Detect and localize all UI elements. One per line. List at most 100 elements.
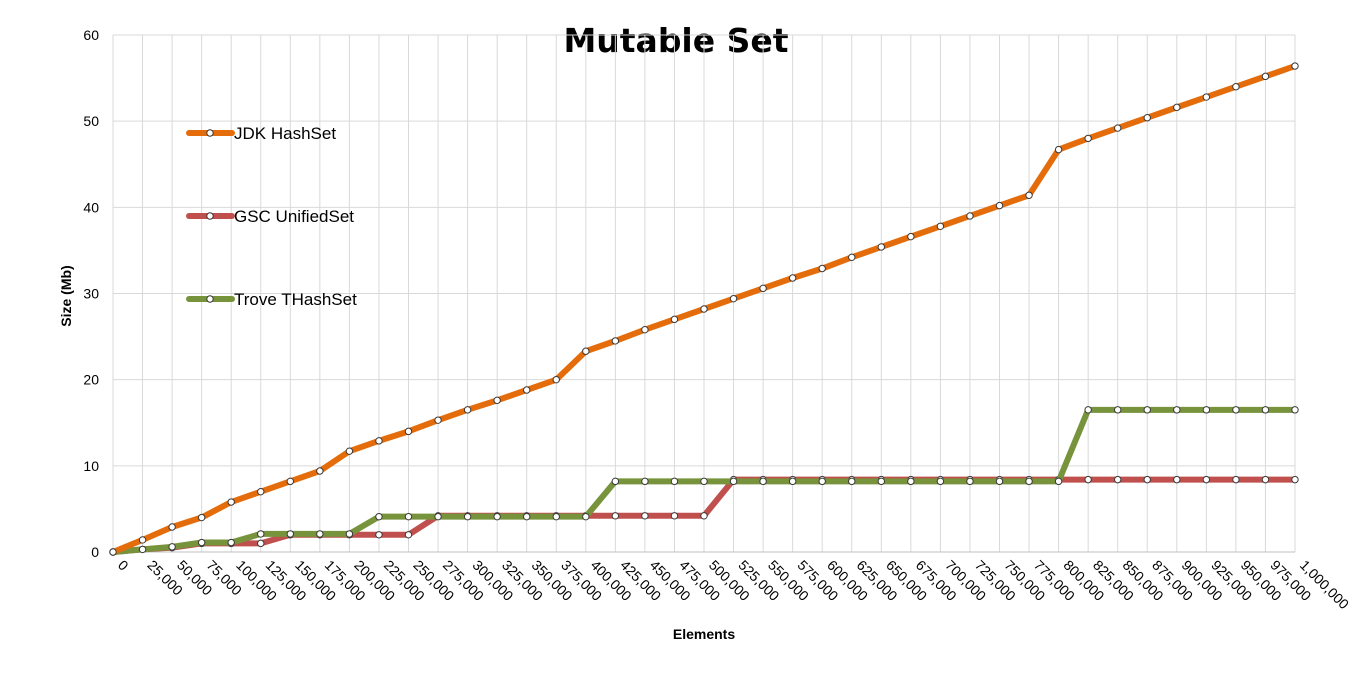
data-point bbox=[670, 512, 679, 520]
y-tick-label: 50 bbox=[83, 113, 99, 129]
data-point bbox=[434, 416, 442, 424]
data-point bbox=[1084, 406, 1092, 414]
data-point bbox=[1025, 191, 1033, 199]
data-point bbox=[582, 512, 590, 521]
data-point bbox=[1025, 477, 1033, 486]
y-tick-label: 30 bbox=[83, 286, 99, 302]
y-axis-title: Size (Mb) bbox=[58, 265, 74, 326]
data-point bbox=[316, 530, 324, 538]
data-point bbox=[1114, 475, 1122, 484]
data-point bbox=[404, 512, 413, 521]
data-point bbox=[788, 274, 797, 282]
data-point bbox=[1291, 406, 1299, 414]
chart-title: Mutable Set bbox=[563, 21, 788, 60]
data-point bbox=[168, 523, 176, 531]
data-point bbox=[1173, 475, 1181, 484]
data-point bbox=[138, 536, 147, 544]
data-point bbox=[375, 531, 383, 539]
x-tick-label: 0 bbox=[115, 557, 132, 574]
data-point bbox=[1114, 124, 1122, 132]
data-point bbox=[641, 477, 649, 486]
data-point bbox=[700, 305, 708, 313]
data-point bbox=[611, 337, 620, 345]
legend-item: JDK HashSet bbox=[186, 124, 336, 143]
data-point bbox=[1084, 134, 1092, 143]
y-tick-label: 0 bbox=[91, 544, 99, 560]
data-point bbox=[345, 447, 354, 455]
x-axis-ticks: 0 25,00050,00075,000100,000125,000150,000… bbox=[115, 557, 1352, 613]
y-tick-label: 10 bbox=[83, 458, 99, 474]
data-point bbox=[1291, 475, 1299, 484]
data-point bbox=[227, 538, 235, 547]
data-point bbox=[434, 512, 442, 521]
data-point bbox=[936, 477, 945, 486]
data-point bbox=[1261, 72, 1270, 81]
data-point bbox=[227, 498, 235, 506]
data-point bbox=[345, 530, 354, 538]
data-point bbox=[375, 437, 383, 445]
data-point bbox=[582, 347, 590, 355]
data-point bbox=[995, 201, 1004, 210]
data-point bbox=[1202, 475, 1211, 484]
data-point bbox=[286, 477, 294, 486]
data-point bbox=[1084, 475, 1092, 484]
data-point bbox=[759, 477, 767, 486]
data-point bbox=[877, 477, 885, 486]
data-point bbox=[493, 396, 501, 405]
data-point bbox=[1232, 406, 1240, 414]
data-point bbox=[257, 487, 265, 496]
data-point bbox=[907, 232, 915, 241]
data-point bbox=[818, 264, 826, 273]
legend-label: Trove THashSet bbox=[234, 290, 357, 309]
data-point bbox=[1261, 406, 1270, 414]
data-point bbox=[523, 386, 531, 394]
data-point bbox=[1143, 475, 1151, 484]
series-jdk-hashset bbox=[109, 62, 1299, 556]
data-point bbox=[611, 512, 620, 520]
series-lines bbox=[109, 62, 1299, 556]
y-tick-label: 60 bbox=[83, 27, 99, 43]
data-point bbox=[729, 294, 738, 303]
data-point bbox=[552, 512, 560, 521]
data-point bbox=[109, 548, 117, 556]
y-axis-ticks: 0 10 20 30 40 50 60 bbox=[83, 27, 99, 560]
data-point bbox=[788, 477, 797, 486]
data-point bbox=[552, 375, 560, 384]
legend-item: GSC UnifiedSet bbox=[186, 207, 354, 226]
legend-label: GSC UnifiedSet bbox=[234, 207, 354, 226]
data-point bbox=[700, 477, 708, 486]
data-point bbox=[197, 538, 206, 547]
x-axis-title: Elements bbox=[673, 626, 735, 642]
data-point bbox=[848, 477, 856, 486]
data-point bbox=[848, 253, 856, 262]
data-point bbox=[877, 243, 885, 251]
data-point bbox=[729, 477, 738, 486]
data-point bbox=[493, 512, 501, 521]
data-point bbox=[523, 512, 531, 521]
data-point bbox=[1114, 406, 1122, 414]
data-point bbox=[257, 530, 265, 538]
data-point bbox=[907, 477, 915, 486]
data-point bbox=[641, 512, 649, 520]
data-point bbox=[1291, 62, 1299, 70]
data-point bbox=[995, 477, 1004, 486]
data-point bbox=[1054, 145, 1063, 154]
data-point bbox=[966, 212, 974, 220]
legend-label: JDK HashSet bbox=[234, 124, 336, 143]
data-point bbox=[286, 530, 294, 538]
data-point bbox=[966, 477, 974, 486]
data-point bbox=[700, 512, 708, 520]
legend-marker bbox=[206, 295, 214, 303]
data-point bbox=[463, 406, 472, 414]
data-point bbox=[404, 427, 413, 436]
data-point bbox=[670, 477, 679, 486]
y-tick-label: 20 bbox=[83, 372, 99, 388]
data-point bbox=[1232, 83, 1240, 91]
data-point bbox=[375, 512, 383, 521]
legend: JDK HashSet GSC UnifiedSet Trove THashSet bbox=[186, 124, 357, 309]
data-point bbox=[641, 325, 649, 334]
data-point bbox=[818, 477, 826, 486]
series-trove-thashset bbox=[109, 406, 1299, 556]
data-point bbox=[1143, 114, 1151, 122]
data-point bbox=[257, 539, 265, 548]
